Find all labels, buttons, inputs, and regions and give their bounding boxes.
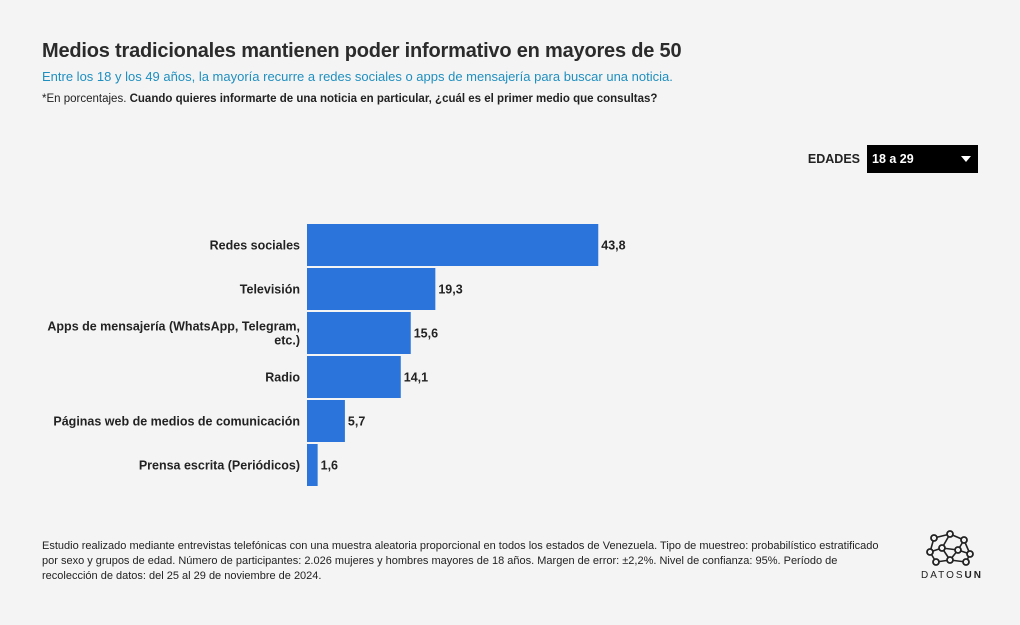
- category-label: Televisión: [240, 283, 300, 297]
- age-filter: EDADES 18 a 29: [808, 145, 978, 173]
- category-label: Prensa escrita (Periódicos): [139, 459, 300, 473]
- network-icon: [926, 530, 974, 566]
- category-label: Radio: [265, 371, 300, 385]
- category-label: Apps de mensajería (WhatsApp, Telegram, e…: [47, 320, 300, 348]
- bar[interactable]: [307, 444, 318, 486]
- category-label: Redes sociales: [210, 239, 300, 253]
- bar-value-label: 43,8: [601, 239, 625, 253]
- age-select[interactable]: 18 a 29: [867, 145, 978, 173]
- chevron-down-icon: [961, 156, 971, 162]
- survey-question: Cuando quieres informarte de una noticia…: [129, 93, 658, 105]
- age-select-value: 18 a 29: [872, 152, 914, 166]
- bar[interactable]: [307, 268, 436, 310]
- logo-text-b: UN: [964, 570, 983, 581]
- bar[interactable]: [307, 400, 345, 442]
- bar-value-label: 14,1: [404, 371, 428, 385]
- logo-text-a: DATOS: [921, 570, 965, 581]
- chart-title: Medios tradicionales mantienen poder inf…: [42, 40, 682, 62]
- age-filter-label: EDADES: [807, 152, 860, 166]
- bar-value-label: 15,6: [414, 327, 438, 341]
- bar-value-label: 5,7: [348, 415, 365, 429]
- bar[interactable]: [307, 356, 401, 398]
- category-label: Páginas web de medios de comunicación: [53, 415, 300, 429]
- chart-note: *En porcentajes. Cuando quieres informar…: [42, 93, 657, 105]
- logo-text: DATOSUN: [921, 570, 983, 581]
- bar-value-label: 19,3: [438, 283, 462, 297]
- bar[interactable]: [307, 224, 599, 266]
- bar-value-label: 1,6: [321, 459, 338, 473]
- note-prefix: *En porcentajes.: [42, 93, 130, 105]
- methodology-footnote: Estudio realizado mediante entrevistas t…: [42, 540, 879, 582]
- bar[interactable]: [307, 312, 411, 354]
- chart-subtitle: Entre los 18 y los 49 años, la mayoría r…: [42, 69, 673, 84]
